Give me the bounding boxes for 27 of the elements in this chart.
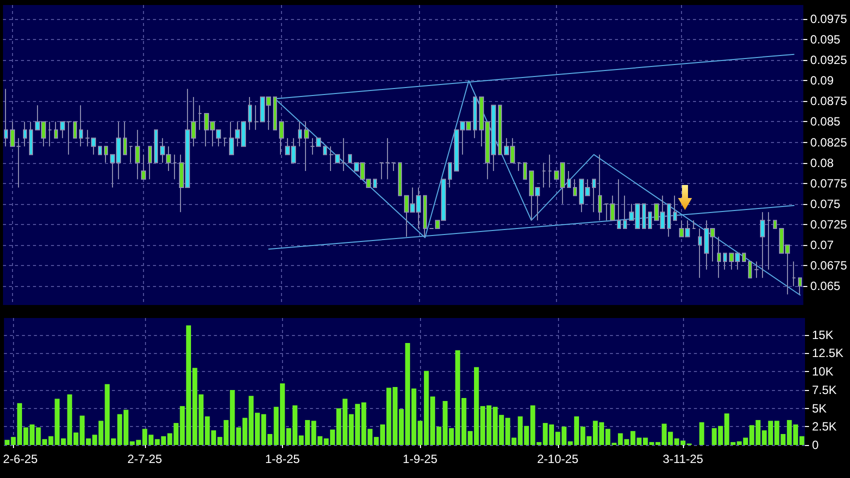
x-tick-label: 1-8-25	[265, 452, 300, 466]
y-tick-label: 15K	[812, 328, 834, 342]
y-tick-label: 0.0925	[810, 53, 848, 68]
y-tick-label: 12.5K	[812, 346, 844, 360]
y-tick-label: 0.0825	[810, 135, 848, 150]
x-tick-label: 2-6-25	[2, 452, 38, 466]
y-tick-label: 0.08	[810, 156, 834, 170]
y-tick-label: 0.0775	[810, 176, 848, 190]
y-tick-label: 0	[812, 438, 819, 452]
x-tick-label: 2-10-25	[537, 452, 579, 466]
y-tick-label: 10K	[812, 364, 834, 379]
y-tick-label: 0.0975	[810, 12, 848, 26]
y-tick-label: 0.0675	[810, 258, 848, 273]
y-tick-label: 0.09	[810, 74, 834, 88]
y-tick-label: 0.0725	[810, 217, 848, 232]
y-tick-label: 5K	[812, 401, 827, 416]
x-tick-label: 1-9-25	[402, 452, 438, 466]
x-tick-label: 3-11-25	[662, 452, 704, 466]
x-tick-label: 2-7-25	[127, 452, 162, 466]
y-tick-label: 7.5K	[812, 382, 837, 397]
y-tick-label: 0.095	[810, 32, 841, 47]
y-tick-label: 0.085	[810, 114, 841, 129]
y-tick-label: 0.07	[810, 238, 834, 252]
y-tick-label: 0.075	[810, 196, 841, 211]
y-tick-label: 0.0875	[810, 94, 848, 108]
y-tick-label: 2.5K	[812, 420, 837, 434]
y-tick-label: 0.065	[810, 279, 841, 294]
